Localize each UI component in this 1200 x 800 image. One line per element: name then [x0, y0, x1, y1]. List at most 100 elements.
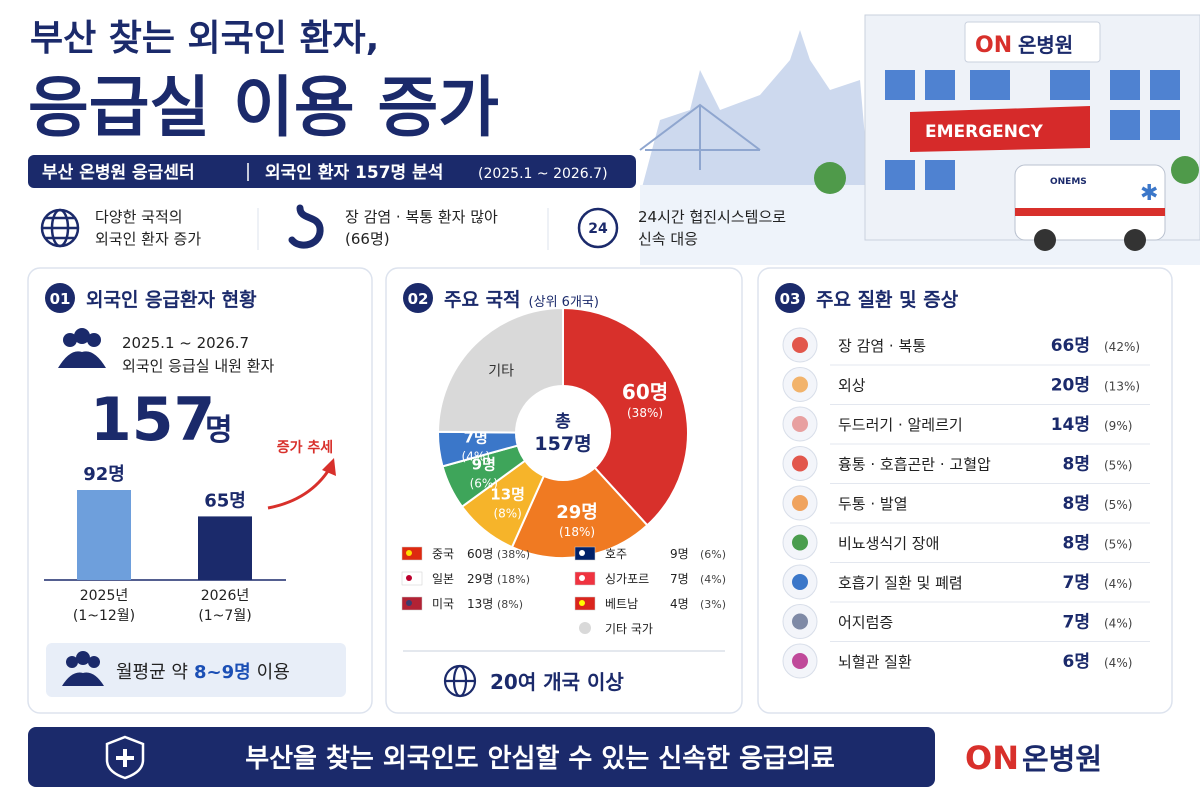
legend-count: 29명	[467, 572, 493, 586]
highlight-icons	[40, 204, 619, 249]
symptom-percent: (4%)	[1104, 656, 1132, 670]
symptom-count: 8명	[1063, 494, 1090, 514]
slice-percent: (4%)	[462, 449, 490, 463]
legend-dot	[579, 622, 591, 634]
monthly-box	[46, 643, 346, 697]
symptom-name: 두통 · 발열	[838, 495, 908, 513]
footer-text: 부산을 찾는 외국인도 안심할 수 있는 신속한 응급의료	[245, 744, 835, 774]
symptom-count: 6명	[1063, 652, 1090, 672]
sign-name: 온병원	[1018, 33, 1073, 57]
x-tick-note: (1~12월)	[73, 608, 135, 624]
bridge	[639, 103, 761, 170]
symptom-count: 7명	[1063, 573, 1090, 593]
description: 외국인 응급실 내원 환자	[122, 357, 275, 375]
symptom-count: 8명	[1063, 534, 1090, 554]
symptom-name: 외상	[838, 377, 866, 395]
x-tick-label: 2026년	[201, 588, 250, 604]
legend-name: 호주	[605, 547, 627, 561]
number-badge	[45, 283, 75, 313]
symptom-count: 66명	[1051, 336, 1090, 356]
center-label: 157명	[534, 433, 591, 455]
symptom-count: 7명	[1063, 613, 1090, 633]
legend-count: 7명	[670, 572, 689, 586]
symptom-icon-mark	[792, 574, 808, 590]
legend-percent: (3%)	[700, 598, 726, 611]
ambulance-stripe	[1015, 208, 1165, 216]
legend-count: 9명	[670, 547, 689, 561]
wheel	[1124, 229, 1146, 251]
monthly-prefix: 월평균 약	[116, 662, 188, 683]
symptom-name: 호흡기 질환 및 폐렴	[838, 574, 963, 592]
slice-label: 13명	[490, 485, 525, 503]
pie-slice	[562, 306, 689, 527]
symptom-name: 비뇨생식기 장애	[838, 535, 939, 553]
panel-title-note: (상위 6개국)	[529, 295, 599, 310]
highlight-text: 24시간 협진시스템으로	[638, 208, 786, 226]
legend-name: 기타 국가	[605, 622, 653, 636]
donut-hole	[515, 385, 611, 481]
subtitle-period: (2025.1 ~ 2026.7)	[478, 166, 608, 182]
footer-banner	[28, 727, 935, 787]
monthly-text: 월평균 약 8~9명 이용	[116, 662, 290, 683]
subtitle-bar	[28, 155, 636, 188]
tree	[814, 162, 846, 194]
sign-on: ON	[975, 33, 1012, 58]
slice-percent: (8%)	[493, 506, 521, 520]
symptom-percent: (5%)	[1104, 538, 1132, 552]
symptom-name: 두드러기 · 알레르기	[838, 416, 963, 434]
flag	[401, 596, 423, 611]
total-unit: 명	[205, 413, 233, 448]
shield-cross	[116, 749, 134, 767]
panel-number: 03	[780, 290, 801, 308]
shield-icon	[105, 735, 145, 780]
city-illustration: ON 온병원 EMERGENCY ONEMS ✱	[639, 14, 1200, 265]
flag-emblem	[406, 550, 412, 556]
legend-name: 싱가포르	[605, 572, 649, 586]
number-badge	[775, 283, 805, 313]
flag	[574, 571, 596, 586]
skyline	[640, 30, 870, 195]
wheel	[1034, 229, 1056, 251]
hospital-sign	[964, 21, 1101, 63]
symptom-name: 흉통 · 호흡곤란 · 고혈압	[838, 456, 991, 474]
number-badge	[403, 283, 433, 313]
subtitle-right: 외국인 환자 157명 분석	[265, 163, 443, 183]
logo-on: ON	[965, 739, 1019, 777]
subtitle-left: 부산 온병원 응급센터	[42, 163, 195, 183]
slice-label: 29명	[556, 502, 598, 523]
panel	[757, 267, 1173, 714]
monthly-suffix: 이용	[257, 662, 290, 683]
highlight-text: 외국인 환자 증가	[95, 230, 201, 248]
annotation: 증가 추세	[277, 440, 333, 456]
slice-label: 기타	[488, 363, 514, 379]
flag-emblem	[579, 575, 585, 581]
value-label: 92명	[83, 464, 125, 485]
legend-percent: (4%)	[700, 573, 726, 586]
center-label: 총	[555, 412, 571, 432]
panel-title: 주요 질환 및 증상	[816, 289, 959, 311]
legend-count: 60명	[467, 547, 493, 561]
panel	[27, 267, 373, 714]
period: 2025.1 ~ 2026.7	[122, 334, 249, 352]
slice-percent: (38%)	[627, 406, 663, 420]
flag	[401, 571, 423, 586]
symptom-count: 8명	[1063, 455, 1090, 475]
highlight-text: (66명)	[345, 230, 390, 248]
symptom-percent: (5%)	[1104, 459, 1132, 473]
legend-percent: (8%)	[497, 598, 523, 611]
highlight-text: 장 감염 · 복통 환자 많아	[345, 208, 498, 226]
symptom-percent: (4%)	[1104, 617, 1132, 631]
symptom-name: 장 감염 · 복통	[838, 337, 926, 355]
flag	[574, 596, 596, 611]
legend-count: 4명	[670, 597, 689, 611]
clock-icon	[577, 207, 619, 249]
panel-title-main: 주요 국적	[444, 289, 521, 311]
symptom-icon-mark	[792, 455, 808, 472]
logo-name: 온병원	[1022, 742, 1102, 776]
country-count: 20여 개국 이상	[490, 670, 624, 694]
windows	[885, 70, 1180, 190]
stomach-icon	[288, 204, 324, 249]
symptom-count: 14명	[1051, 415, 1090, 435]
ambulance-label: ONEMS	[1050, 177, 1087, 187]
